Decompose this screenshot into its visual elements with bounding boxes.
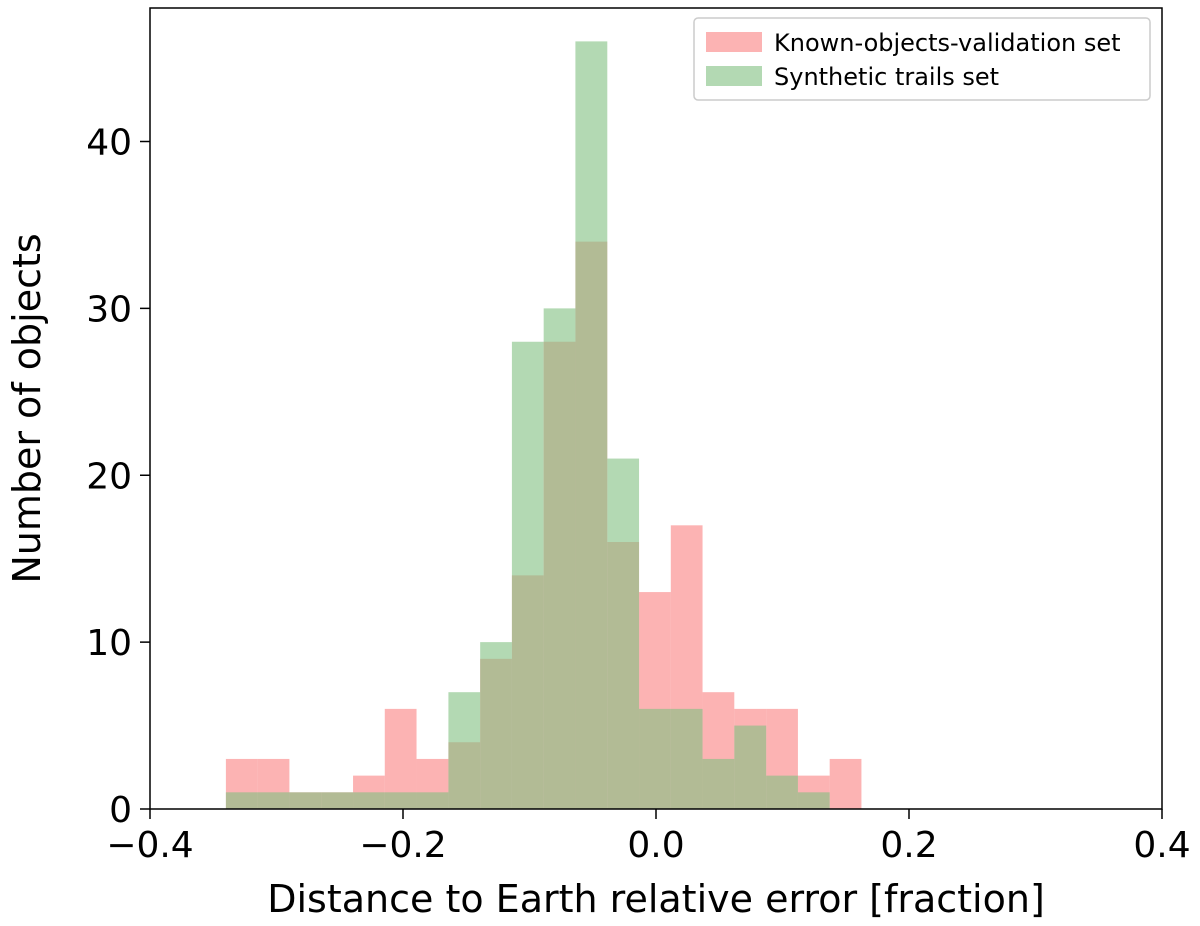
y-tick-label: 40 xyxy=(86,123,132,164)
x-tick-label: 0.2 xyxy=(880,825,937,866)
histogram-bar-series-1-bin-17 xyxy=(766,775,798,809)
y-axis-title: Number of objects xyxy=(5,233,49,583)
histogram-bar-series-1-bin-8 xyxy=(480,642,512,809)
x-tick-label: −0.2 xyxy=(359,825,446,866)
x-tick-label: 0.4 xyxy=(1133,825,1190,866)
histogram-bar-series-1-bin-2 xyxy=(289,792,322,809)
legend-swatch-known-objects xyxy=(706,32,762,52)
histogram-bar-series-1-bin-6 xyxy=(416,792,449,809)
legend-box xyxy=(693,17,1151,101)
y-tick-label: 30 xyxy=(86,289,132,330)
histogram-bar-series-1-bin-4 xyxy=(353,792,385,809)
histogram-bar-series-1-bin-0 xyxy=(225,792,258,809)
x-axis-ticks: −0.4 −0.2 0.0 0.2 0.4 xyxy=(106,809,1191,866)
histogram-bar-series-1-bin-13 xyxy=(639,708,671,809)
histogram-bar-series-1-bin-14 xyxy=(670,708,703,809)
x-axis-title: Distance to Earth relative error [fracti… xyxy=(267,877,1045,921)
bars-layer xyxy=(225,41,862,809)
histogram-bar-series-1-bin-16 xyxy=(734,725,767,809)
x-tick-label: −0.4 xyxy=(106,825,193,866)
y-tick-label: 0 xyxy=(109,790,132,831)
legend-swatch-synthetic-trails xyxy=(706,66,762,86)
legend-label-known-objects: Known-objects-validation set xyxy=(774,29,1121,57)
histogram-bar-series-1-bin-18 xyxy=(797,792,830,809)
histogram-bar-series-1-bin-15 xyxy=(702,758,735,809)
histogram-bar-series-1-bin-11 xyxy=(575,41,608,809)
legend-label-synthetic-trails: Synthetic trails set xyxy=(774,63,999,91)
histogram-bar-series-1-bin-12 xyxy=(607,458,640,809)
histogram-bar-series-1-bin-7 xyxy=(448,692,481,809)
histogram-bar-series-1-bin-10 xyxy=(543,308,576,809)
histogram-bar-series-1-bin-9 xyxy=(511,341,544,809)
histogram-bar-series-0-bin-19 xyxy=(829,758,862,809)
histogram-bar-series-1-bin-5 xyxy=(384,792,417,809)
histogram-bar-series-1-bin-1 xyxy=(257,792,290,809)
histogram-bar-series-1-bin-3 xyxy=(321,792,354,809)
x-tick-label: 0.0 xyxy=(627,825,684,866)
y-axis-ticks: 0 10 20 30 40 xyxy=(86,123,150,831)
y-tick-label: 10 xyxy=(86,623,132,664)
y-tick-label: 20 xyxy=(86,456,132,497)
legend: Known-objects-validation set Synthetic t… xyxy=(693,17,1151,101)
